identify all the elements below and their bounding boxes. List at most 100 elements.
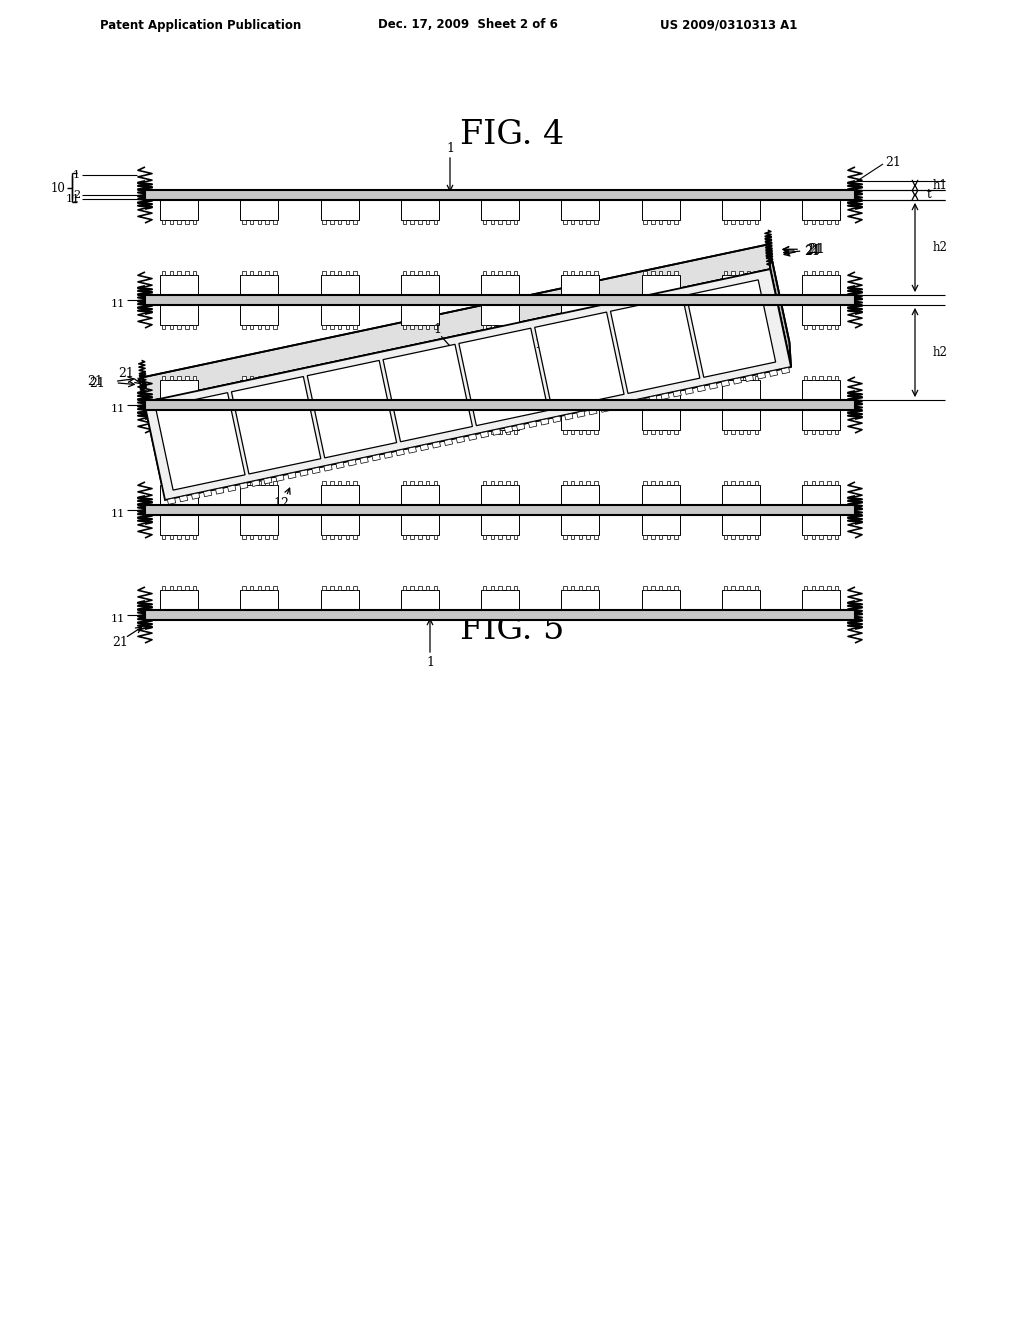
Bar: [418, 325, 422, 329]
Bar: [170, 506, 173, 510]
Bar: [506, 535, 510, 539]
Bar: [250, 506, 253, 510]
Bar: [563, 430, 566, 434]
Bar: [185, 535, 188, 539]
Bar: [353, 195, 356, 201]
Bar: [658, 376, 663, 380]
Bar: [250, 220, 253, 224]
Bar: [506, 407, 510, 411]
Bar: [170, 325, 173, 329]
Bar: [330, 610, 334, 614]
Bar: [482, 511, 486, 515]
Bar: [273, 430, 276, 434]
Bar: [819, 301, 822, 305]
Bar: [273, 407, 276, 411]
Bar: [193, 301, 197, 305]
Polygon shape: [167, 498, 176, 504]
Bar: [804, 325, 807, 329]
Bar: [651, 535, 654, 539]
Bar: [561, 305, 599, 325]
Bar: [162, 301, 165, 305]
Bar: [185, 407, 188, 411]
Bar: [257, 610, 261, 614]
Bar: [265, 480, 268, 484]
Bar: [570, 506, 574, 510]
Bar: [739, 535, 742, 539]
Bar: [323, 535, 326, 539]
Bar: [353, 325, 356, 329]
Bar: [643, 376, 647, 380]
Bar: [433, 271, 437, 275]
Text: 21: 21: [118, 367, 134, 380]
Bar: [667, 195, 670, 201]
Bar: [411, 220, 414, 224]
Bar: [827, 271, 830, 275]
Bar: [490, 195, 494, 201]
Bar: [482, 195, 486, 201]
Bar: [321, 305, 358, 325]
Polygon shape: [781, 367, 790, 374]
Polygon shape: [685, 388, 693, 395]
Bar: [587, 430, 590, 434]
Bar: [426, 400, 429, 404]
Bar: [755, 301, 758, 305]
Bar: [338, 586, 341, 590]
Bar: [658, 325, 663, 329]
Bar: [563, 610, 566, 614]
Bar: [514, 195, 517, 201]
Bar: [482, 325, 486, 329]
Bar: [257, 301, 261, 305]
Bar: [819, 430, 822, 434]
Bar: [160, 515, 198, 535]
Bar: [561, 380, 599, 400]
Bar: [499, 195, 502, 201]
Bar: [177, 506, 181, 510]
Bar: [579, 430, 582, 434]
Bar: [819, 376, 822, 380]
Bar: [162, 407, 165, 411]
Polygon shape: [528, 421, 537, 428]
Bar: [490, 430, 494, 434]
Bar: [811, 325, 815, 329]
Bar: [594, 480, 597, 484]
Bar: [731, 301, 735, 305]
Bar: [658, 610, 663, 614]
Text: 1: 1: [433, 323, 441, 337]
Bar: [481, 380, 519, 400]
Text: 21: 21: [804, 244, 819, 257]
Bar: [185, 301, 188, 305]
Bar: [265, 271, 268, 275]
Bar: [731, 325, 735, 329]
Text: 2: 2: [73, 190, 80, 201]
Bar: [802, 275, 840, 294]
Bar: [563, 195, 566, 201]
Polygon shape: [288, 473, 296, 479]
Bar: [345, 220, 349, 224]
Bar: [345, 301, 349, 305]
Polygon shape: [733, 378, 741, 384]
Bar: [145, 610, 855, 620]
Bar: [411, 325, 414, 329]
Bar: [353, 610, 356, 614]
Bar: [811, 407, 815, 411]
Bar: [739, 325, 742, 329]
Polygon shape: [179, 495, 187, 502]
Bar: [835, 511, 839, 515]
Bar: [482, 586, 486, 590]
Bar: [506, 325, 510, 329]
Bar: [755, 294, 758, 300]
Bar: [506, 506, 510, 510]
Bar: [193, 271, 197, 275]
Bar: [731, 480, 735, 484]
Bar: [594, 220, 597, 224]
Bar: [177, 301, 181, 305]
Bar: [594, 301, 597, 305]
Text: 11: 11: [111, 614, 125, 624]
Bar: [819, 400, 822, 404]
Bar: [162, 430, 165, 434]
Bar: [426, 271, 429, 275]
Bar: [563, 586, 566, 590]
Bar: [561, 201, 599, 220]
Bar: [570, 430, 574, 434]
Polygon shape: [589, 408, 597, 414]
